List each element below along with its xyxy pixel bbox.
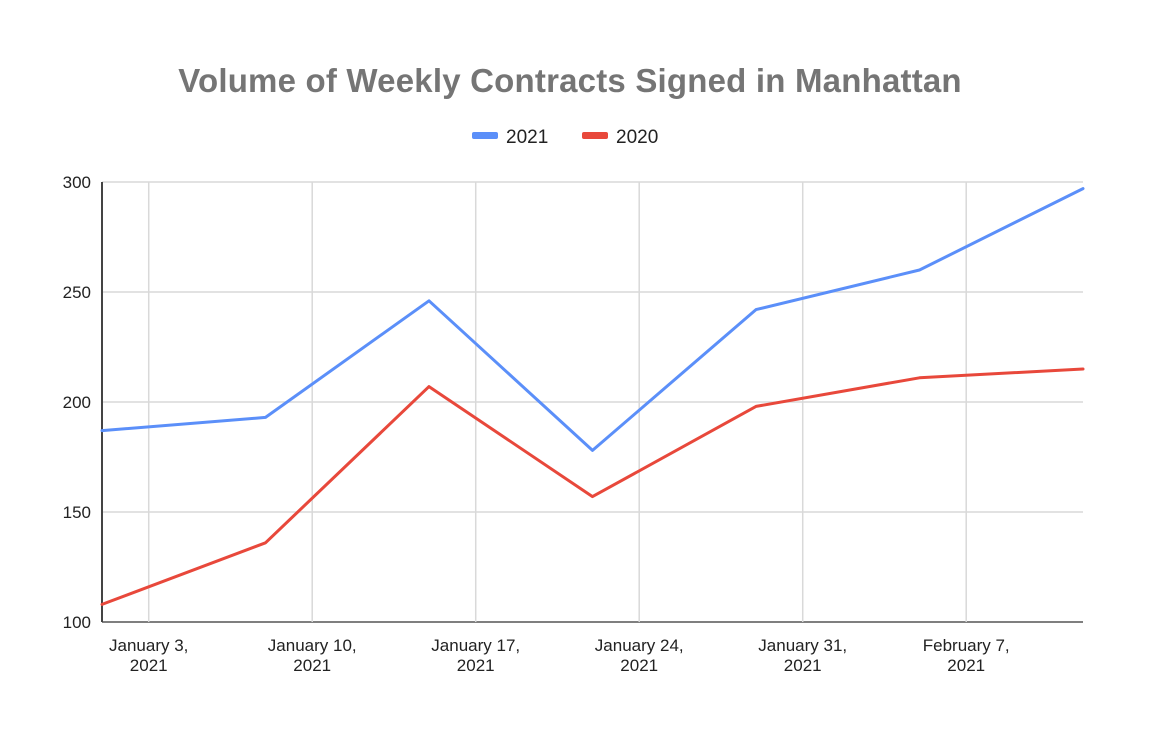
x-tick-label: January 10, — [268, 636, 357, 655]
x-tick-label: January 17, — [431, 636, 520, 655]
x-tick-label-year: 2021 — [457, 656, 495, 675]
legend-swatch — [582, 132, 608, 139]
gridlines — [102, 181, 1083, 623]
x-tick-label: January 24, — [595, 636, 684, 655]
x-tick-label-year: 2021 — [620, 656, 658, 675]
x-tick-label: January 31, — [758, 636, 847, 655]
legend-label: 2020 — [616, 127, 658, 148]
x-tick-label: January 3, — [109, 636, 188, 655]
y-tick-label: 100 — [63, 613, 91, 632]
x-tick-label-year: 2021 — [293, 656, 331, 675]
x-tick-label: February 7, — [923, 636, 1010, 655]
legend-label: 2021 — [506, 127, 548, 148]
series-line-2020 — [100, 367, 1085, 606]
x-tick-label-year: 2021 — [784, 656, 822, 675]
chart-title: Volume of Weekly Contracts Signed in Man… — [178, 62, 962, 99]
x-tick-label-year: 2021 — [130, 656, 168, 675]
legend: 2021 2020 — [472, 127, 658, 148]
series-line-2021 — [100, 187, 1085, 452]
y-axis: 100 150 200 250 300 — [63, 173, 103, 632]
legend-swatch — [472, 132, 498, 139]
x-tick-label-year: 2021 — [947, 656, 985, 675]
y-tick-label: 150 — [63, 503, 91, 522]
y-tick-label: 250 — [63, 283, 91, 302]
y-tick-label: 300 — [63, 173, 91, 192]
y-tick-label: 200 — [63, 393, 91, 412]
series-lines — [100, 187, 1085, 606]
